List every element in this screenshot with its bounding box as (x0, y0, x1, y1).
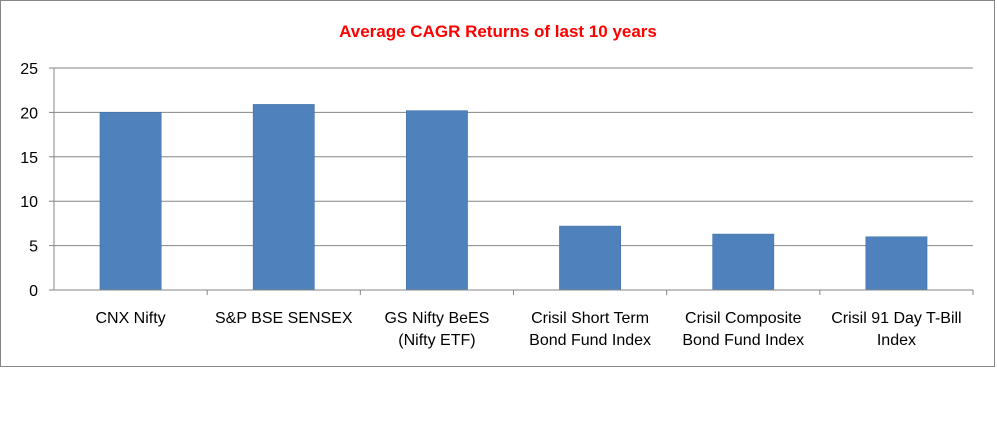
grid-lines (54, 67, 973, 247)
y-tick-label: 15 (20, 150, 38, 167)
y-tick-label: 0 (29, 283, 38, 300)
bar (406, 110, 468, 291)
bars (99, 104, 928, 291)
x-tick-label: Crisil 91 Day T-Bill Index (831, 310, 961, 349)
bar (559, 225, 621, 291)
y-tick-label: 25 (20, 61, 38, 78)
y-tick-label: 20 (20, 105, 38, 122)
x-tick-label: Crisil Short Term Bond Fund Index (529, 310, 651, 349)
axis-labels: 0 5 10 15 20 25 CNX Nifty S&P BSE SENSEX GS Nift… (20, 61, 961, 349)
axes (49, 67, 974, 295)
x-tick-label: CNX Nifty (95, 310, 165, 327)
chart-frame (0, 0, 995, 367)
x-tick-label: S&P BSE SENSEX (215, 310, 353, 327)
x-tick-label: GS Nifty BeES (Nifty ETF) (384, 310, 489, 349)
y-tick-label: 10 (20, 194, 38, 211)
x-tick-label: Crisil Composite Bond Fund Index (682, 310, 804, 349)
y-tick-label: 5 (29, 239, 38, 256)
bar (252, 104, 315, 291)
bar (99, 112, 162, 291)
bar (712, 233, 775, 291)
chart-title: Average CAGR Returns of last 10 years (339, 22, 657, 41)
bar (865, 236, 928, 291)
